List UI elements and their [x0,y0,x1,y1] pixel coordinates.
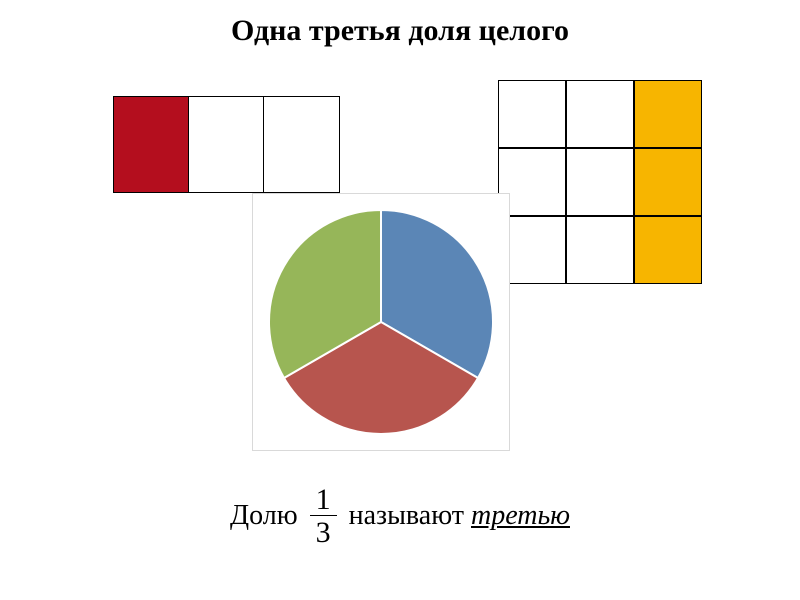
caption-word-middle: называют [349,500,471,532]
page-title: Одна третья доля целого [0,14,800,48]
caption-row: Долю 1 3 называют третью [170,484,630,548]
thirds-rectangle-cell [114,97,189,192]
caption-word-before: Долю [230,500,298,532]
thirds-grid-cell [634,216,702,284]
fraction-one-third: 1 3 [310,485,337,548]
thirds-rectangle [113,96,340,193]
thirds-grid-cell [566,80,634,148]
pie-svg [253,194,509,450]
thirds-grid-cell [634,80,702,148]
pie-thirds [252,193,510,451]
thirds-grid-cell [566,148,634,216]
fraction-numerator: 1 [310,485,337,515]
thirds-rectangle-cell [264,97,339,192]
thirds-grid-cell [634,148,702,216]
thirds-grid-3x3 [498,80,702,284]
thirds-grid-cell [566,216,634,284]
thirds-rectangle-cell [189,97,264,192]
fraction-denominator: 3 [310,515,337,548]
page-root: Одна третья доля целого Долю 1 3 называю… [0,0,800,600]
caption-word-third: третью [471,500,570,532]
thirds-grid-cell [498,80,566,148]
